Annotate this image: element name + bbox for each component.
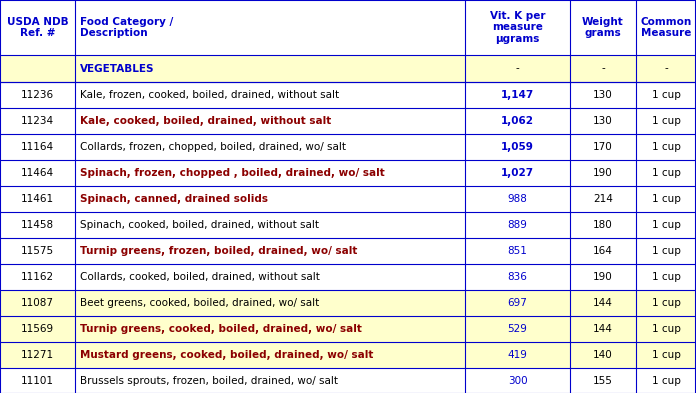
Text: Kale, frozen, cooked, boiled, drained, without salt: Kale, frozen, cooked, boiled, drained, w… <box>80 90 339 100</box>
Text: 11458: 11458 <box>21 220 54 230</box>
Text: 419: 419 <box>507 350 528 360</box>
Bar <box>0 186 696 212</box>
Text: 1 cup: 1 cup <box>651 350 681 360</box>
Text: Spinach, frozen, chopped , boiled, drained, wo/ salt: Spinach, frozen, chopped , boiled, drain… <box>80 168 385 178</box>
Text: Brussels sprouts, frozen, boiled, drained, wo/ salt: Brussels sprouts, frozen, boiled, draine… <box>80 376 338 386</box>
Bar <box>0 134 696 160</box>
Text: 836: 836 <box>507 272 528 282</box>
Text: 11464: 11464 <box>21 168 54 178</box>
Text: Turnip greens, cooked, boiled, drained, wo/ salt: Turnip greens, cooked, boiled, drained, … <box>80 324 362 334</box>
Text: Common
Measure: Common Measure <box>640 17 692 38</box>
Bar <box>0 82 696 108</box>
Bar <box>0 108 696 134</box>
Bar <box>0 316 696 342</box>
Text: USDA NDB
Ref. #: USDA NDB Ref. # <box>7 17 68 38</box>
Text: 1,062: 1,062 <box>501 116 534 126</box>
Text: 11236: 11236 <box>21 90 54 100</box>
Text: 1 cup: 1 cup <box>651 116 681 126</box>
Text: 1 cup: 1 cup <box>651 168 681 178</box>
Text: Kale, cooked, boiled, drained, without salt: Kale, cooked, boiled, drained, without s… <box>80 116 331 126</box>
Text: -: - <box>664 64 668 73</box>
Text: 1,027: 1,027 <box>501 168 534 178</box>
Text: 11575: 11575 <box>21 246 54 256</box>
Text: 190: 190 <box>593 168 613 178</box>
Text: 1,147: 1,147 <box>501 90 534 100</box>
Text: 1 cup: 1 cup <box>651 246 681 256</box>
Text: 1 cup: 1 cup <box>651 220 681 230</box>
Text: 529: 529 <box>507 324 528 334</box>
Bar <box>0 264 696 290</box>
Text: 130: 130 <box>593 116 613 126</box>
Text: Weight
grams: Weight grams <box>582 17 624 38</box>
Text: Turnip greens, frozen, boiled, drained, wo/ salt: Turnip greens, frozen, boiled, drained, … <box>80 246 357 256</box>
Text: 164: 164 <box>593 246 613 256</box>
Bar <box>0 342 696 368</box>
Text: 144: 144 <box>593 298 613 308</box>
Text: 180: 180 <box>593 220 613 230</box>
Text: 889: 889 <box>507 220 528 230</box>
Text: 11461: 11461 <box>21 194 54 204</box>
Text: -: - <box>516 64 519 73</box>
Text: 851: 851 <box>507 246 528 256</box>
Text: 214: 214 <box>593 194 613 204</box>
Bar <box>0 160 696 186</box>
Text: Collards, cooked, boiled, drained, without salt: Collards, cooked, boiled, drained, witho… <box>80 272 320 282</box>
Text: Collards, frozen, chopped, boiled, drained, wo/ salt: Collards, frozen, chopped, boiled, drain… <box>80 142 346 152</box>
Text: 190: 190 <box>593 272 613 282</box>
Text: Spinach, cooked, boiled, drained, without salt: Spinach, cooked, boiled, drained, withou… <box>80 220 319 230</box>
Text: 140: 140 <box>593 350 613 360</box>
Text: 1,059: 1,059 <box>501 142 534 152</box>
Bar <box>0 0 696 55</box>
Text: 130: 130 <box>593 90 613 100</box>
Text: 1 cup: 1 cup <box>651 298 681 308</box>
Text: VEGETABLES: VEGETABLES <box>80 64 155 73</box>
Text: 1 cup: 1 cup <box>651 272 681 282</box>
Text: 144: 144 <box>593 324 613 334</box>
Bar <box>0 238 696 264</box>
Text: 155: 155 <box>593 376 613 386</box>
Text: 1 cup: 1 cup <box>651 324 681 334</box>
Text: 170: 170 <box>593 142 613 152</box>
Text: 11234: 11234 <box>21 116 54 126</box>
Text: Spinach, canned, drained solids: Spinach, canned, drained solids <box>80 194 268 204</box>
Text: Food Category /
Description: Food Category / Description <box>80 17 173 38</box>
Text: 1 cup: 1 cup <box>651 142 681 152</box>
Text: 11569: 11569 <box>21 324 54 334</box>
Text: 11271: 11271 <box>21 350 54 360</box>
Text: 11101: 11101 <box>21 376 54 386</box>
Text: 1 cup: 1 cup <box>651 194 681 204</box>
Bar <box>0 290 696 316</box>
Text: Vit. K per
measure
µgrams: Vit. K per measure µgrams <box>490 11 545 44</box>
Text: 1 cup: 1 cup <box>651 90 681 100</box>
Text: -: - <box>601 64 605 73</box>
Text: 1 cup: 1 cup <box>651 376 681 386</box>
Text: 988: 988 <box>507 194 528 204</box>
Text: 11087: 11087 <box>21 298 54 308</box>
Text: Mustard greens, cooked, boiled, drained, wo/ salt: Mustard greens, cooked, boiled, drained,… <box>80 350 373 360</box>
Text: 697: 697 <box>507 298 528 308</box>
Text: 11162: 11162 <box>21 272 54 282</box>
Bar <box>0 368 696 393</box>
Bar <box>0 212 696 238</box>
Text: Beet greens, cooked, boiled, drained, wo/ salt: Beet greens, cooked, boiled, drained, wo… <box>80 298 319 308</box>
Bar <box>0 55 696 82</box>
Text: 11164: 11164 <box>21 142 54 152</box>
Text: 300: 300 <box>507 376 528 386</box>
